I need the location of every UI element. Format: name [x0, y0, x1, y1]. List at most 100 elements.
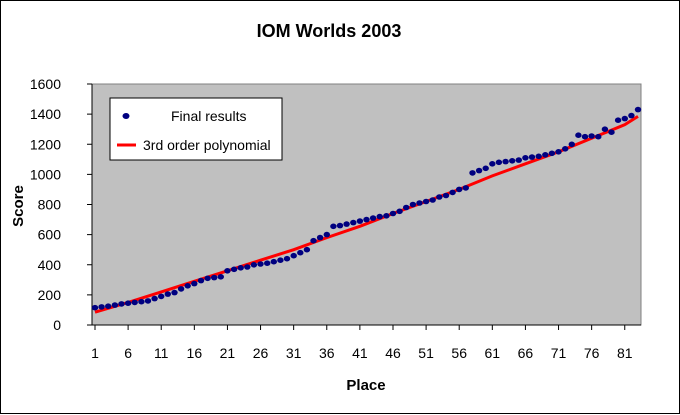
x-axis-title: Place: [346, 377, 385, 394]
data-point: [191, 280, 198, 287]
data-point: [270, 258, 277, 265]
y-tick-label: 200: [38, 287, 62, 303]
data-point: [105, 303, 112, 310]
data-point: [403, 204, 410, 211]
data-point: [614, 117, 622, 123]
data-point: [548, 150, 556, 157]
x-tick-label: 51: [418, 345, 434, 361]
y-tick-label: 800: [38, 197, 62, 213]
x-tick-label: 81: [617, 345, 633, 361]
data-point: [456, 186, 463, 193]
data-point: [356, 218, 364, 224]
data-point: [323, 231, 330, 238]
y-tick-label: 600: [38, 227, 62, 243]
data-point: [595, 133, 602, 140]
y-tick-label: 0: [53, 317, 61, 333]
data-point: [634, 106, 642, 113]
y-tick-label: 1600: [30, 76, 61, 92]
data-point: [449, 189, 456, 196]
data-point: [369, 215, 377, 221]
x-tick-label: 46: [385, 345, 401, 361]
data-point: [118, 301, 125, 307]
data-point: [98, 304, 105, 310]
data-point: [495, 159, 503, 166]
x-tick-label: 11: [154, 345, 169, 361]
data-point: [608, 129, 615, 135]
data-point: [416, 200, 423, 206]
data-point: [164, 291, 171, 297]
data-point: [250, 262, 258, 268]
x-tick-label: 61: [485, 345, 501, 361]
data-point: [237, 265, 244, 271]
data-point: [628, 112, 635, 119]
data-point: [277, 257, 284, 264]
data-point: [111, 302, 119, 308]
data-point: [502, 158, 509, 165]
y-tick-label: 1400: [30, 106, 61, 122]
data-point: [264, 260, 271, 267]
y-tick-label: 400: [38, 257, 62, 273]
x-tick-label: 31: [286, 345, 302, 361]
data-point: [91, 304, 99, 311]
x-tick-label: 56: [451, 345, 467, 361]
data-point: [482, 165, 489, 172]
data-point: [542, 152, 549, 158]
data-point: [462, 185, 469, 191]
data-point: [436, 194, 443, 200]
data-point: [350, 219, 357, 226]
data-point: [124, 300, 132, 307]
y-tick-label: 1000: [30, 166, 61, 182]
data-point: [151, 295, 158, 302]
data-point: [522, 155, 529, 161]
data-point: [230, 266, 238, 273]
data-point: [158, 293, 165, 300]
data-point: [144, 298, 152, 304]
data-point: [442, 192, 450, 199]
data-point: [363, 216, 370, 223]
x-tick-label: 66: [518, 345, 534, 361]
data-point: [138, 298, 145, 305]
data-point: [383, 213, 390, 219]
data-point: [568, 141, 575, 148]
data-point: [171, 289, 178, 296]
data-point: [290, 252, 297, 259]
data-point: [184, 283, 191, 289]
data-point: [422, 198, 430, 205]
data-point: [224, 268, 231, 274]
data-point: [303, 246, 311, 253]
data-point: [283, 255, 291, 262]
x-tick-label: 6: [124, 345, 132, 361]
x-tick-label: 71: [551, 345, 567, 361]
data-point: [376, 213, 383, 220]
x-tick-label: 21: [220, 345, 236, 361]
data-point: [515, 157, 522, 163]
data-point: [330, 223, 337, 230]
data-point: [528, 154, 536, 160]
data-point: [621, 115, 628, 122]
data-point: [204, 275, 211, 282]
data-point: [343, 221, 350, 227]
data-point: [555, 149, 562, 155]
data-point: [509, 158, 516, 164]
data-point: [469, 170, 476, 176]
x-tick-label: 26: [253, 345, 269, 361]
legend-marker-final-results: [122, 113, 130, 119]
y-axis: 0 200 400 600 800 1000 1200 1400 1600: [30, 76, 93, 333]
data-point: [257, 261, 264, 267]
x-tick-label: 1: [91, 345, 99, 361]
y-axis-title: Score: [10, 185, 27, 227]
data-point: [429, 197, 436, 203]
data-point: [601, 126, 609, 132]
data-point: [535, 153, 542, 160]
data-point: [336, 222, 344, 229]
data-point: [217, 274, 224, 280]
data-point: [211, 274, 218, 281]
data-point: [575, 132, 582, 138]
data-point: [297, 249, 304, 256]
data-point: [244, 264, 251, 270]
data-point: [581, 133, 589, 140]
data-point: [197, 277, 205, 284]
data-point: [409, 201, 417, 208]
x-tick-label: 41: [352, 345, 368, 361]
